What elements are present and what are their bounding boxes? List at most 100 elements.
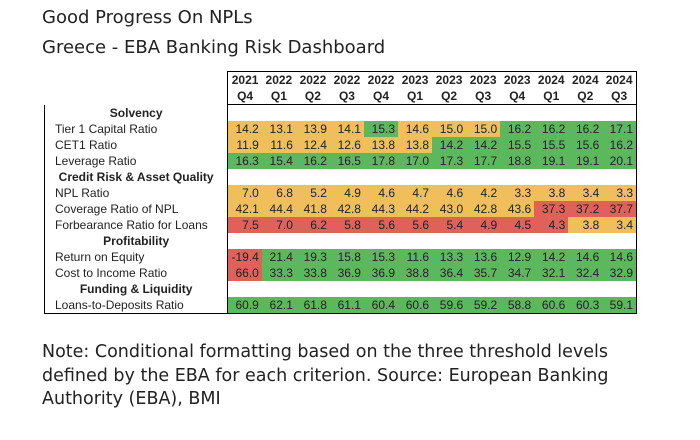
chart-title: Good Progress On NPLs xyxy=(42,7,253,28)
section-spacer-cell xyxy=(364,281,398,297)
value-cell: 62.1 xyxy=(261,297,296,314)
metric-row: Tier 1 Capital Ratio 14.2 13.1 13.9 14.1 15.3… xyxy=(43,121,638,137)
section-spacer-cell xyxy=(296,105,330,122)
metric-label: Cost to Income Ratio xyxy=(43,265,228,281)
value-cell: 32.1 xyxy=(534,265,569,281)
value-cell: 59.2 xyxy=(466,297,501,314)
column-year-header: 2023 xyxy=(466,71,501,88)
section-spacer-cell xyxy=(500,169,534,185)
value-cell: 4.7 xyxy=(398,185,433,201)
section-spacer-cell xyxy=(364,105,398,122)
value-cell: 44.2 xyxy=(398,201,433,217)
column-quarter-header: Q4 xyxy=(500,88,535,105)
value-cell: 4.3 xyxy=(534,217,569,233)
value-cell: 5.2 xyxy=(295,185,330,201)
value-cell: 61.1 xyxy=(329,297,364,314)
section-spacer-cell xyxy=(466,169,500,185)
value-cell: 43.0 xyxy=(432,201,467,217)
section-spacer-cell xyxy=(602,233,638,249)
column-quarter-header: Q1 xyxy=(534,88,569,105)
value-cell: 13.8 xyxy=(363,137,399,153)
header-row-years: 2021 2022 2022 2022 2022 2023 2023 2023 2023 2024… xyxy=(44,71,638,88)
column-quarter-header: Q4 xyxy=(227,88,262,105)
header-corner xyxy=(44,71,228,88)
section-spacer-cell xyxy=(466,281,500,297)
column-quarter-header: Q3 xyxy=(329,88,364,105)
column-quarter-header: Q3 xyxy=(602,88,638,105)
value-cell: 15.3 xyxy=(363,121,399,137)
column-year-header: 2023 xyxy=(432,71,467,88)
value-cell: 3.4 xyxy=(602,217,638,233)
value-cell: 6.2 xyxy=(295,217,330,233)
value-cell: 66.0 xyxy=(227,265,262,281)
value-cell: 12.4 xyxy=(295,137,330,153)
metric-label: Leverage Ratio xyxy=(43,153,228,169)
metric-row: Loans-to-Deposits Ratio 60.9 62.1 61.8 61.1 6… xyxy=(43,297,638,314)
metric-label: Forbearance Ratio for Loans xyxy=(43,217,228,233)
section-header-row: Solvency xyxy=(43,104,638,122)
value-cell: 6.8 xyxy=(261,185,296,201)
section-spacer-cell xyxy=(534,233,568,249)
value-cell: 12.9 xyxy=(500,249,535,265)
value-cell: 20.1 xyxy=(602,153,638,169)
section-spacer-cell xyxy=(227,233,262,249)
metric-row: Coverage Ratio of NPL 42.1 44.4 41.8 42.8 44.… xyxy=(43,201,638,217)
value-cell: 14.6 xyxy=(398,121,433,137)
value-cell: 16.2 xyxy=(602,137,638,153)
section-spacer-cell xyxy=(568,281,602,297)
table-body: Solvency Tier 1 Capital Ratio 14.2 13.1 13.9… xyxy=(43,104,638,314)
value-cell: 16.5 xyxy=(329,153,364,169)
value-cell: 4.9 xyxy=(329,185,364,201)
value-cell: 59.1 xyxy=(602,297,638,314)
risk-dashboard-table: 2021 2022 2022 2022 2022 2023 2023 2023 2023 2024… xyxy=(43,71,638,314)
value-cell: 13.8 xyxy=(398,137,433,153)
value-cell: 3.4 xyxy=(568,185,603,201)
value-cell: 4.6 xyxy=(432,185,467,201)
value-cell: 5.6 xyxy=(363,217,399,233)
value-cell: 16.2 xyxy=(295,153,330,169)
section-spacer-cell xyxy=(398,233,432,249)
value-cell: 36.9 xyxy=(329,265,364,281)
column-quarter-header: Q1 xyxy=(398,88,433,105)
section-title: Credit Risk & Asset Quality xyxy=(43,169,228,185)
metric-row: NPL Ratio 7.0 6.8 5.2 4.9 4.6 4.7 4.6 4.2 3.3 3.8 3… xyxy=(43,185,638,201)
value-cell: 16.2 xyxy=(568,121,603,137)
metric-row: Cost to Income Ratio 66.0 33.3 33.8 36.9 36.9… xyxy=(43,265,638,281)
section-spacer-cell xyxy=(296,281,330,297)
column-quarter-header: Q2 xyxy=(295,88,330,105)
value-cell: 60.4 xyxy=(363,297,399,314)
value-cell: 5.6 xyxy=(398,217,433,233)
column-quarter-header: Q2 xyxy=(432,88,467,105)
value-cell: 4.9 xyxy=(466,217,501,233)
section-spacer-cell xyxy=(330,105,364,122)
value-cell: 16.3 xyxy=(227,153,262,169)
section-spacer-cell xyxy=(262,105,296,122)
value-cell: 19.3 xyxy=(295,249,330,265)
value-cell: 58.8 xyxy=(500,297,535,314)
value-cell: 17.0 xyxy=(398,153,433,169)
value-cell: 17.1 xyxy=(602,121,638,137)
value-cell: 15.5 xyxy=(534,137,569,153)
section-spacer-cell xyxy=(262,169,296,185)
value-cell: 17.8 xyxy=(363,153,399,169)
metric-label: NPL Ratio xyxy=(43,185,228,201)
value-cell: 19.1 xyxy=(534,153,569,169)
column-year-header: 2022 xyxy=(261,71,296,88)
section-spacer-cell xyxy=(227,169,262,185)
value-cell: 42.8 xyxy=(329,201,364,217)
metric-row: Leverage Ratio 16.3 15.4 16.2 16.5 17.8 17.0 17… xyxy=(43,153,638,169)
value-cell: 5.4 xyxy=(432,217,467,233)
value-cell: 60.3 xyxy=(568,297,603,314)
section-spacer-cell xyxy=(500,105,534,122)
value-cell: 37.3 xyxy=(534,201,569,217)
value-cell: 3.3 xyxy=(500,185,535,201)
value-cell: 4.2 xyxy=(466,185,501,201)
value-cell: 15.0 xyxy=(432,121,467,137)
column-year-header: 2022 xyxy=(363,71,399,88)
value-cell: 7.5 xyxy=(227,217,262,233)
section-spacer-cell xyxy=(330,281,364,297)
metric-label: Loans-to-Deposits Ratio xyxy=(43,297,228,314)
section-spacer-cell xyxy=(432,281,466,297)
value-cell: 42.1 xyxy=(227,201,262,217)
section-spacer-cell xyxy=(432,233,466,249)
